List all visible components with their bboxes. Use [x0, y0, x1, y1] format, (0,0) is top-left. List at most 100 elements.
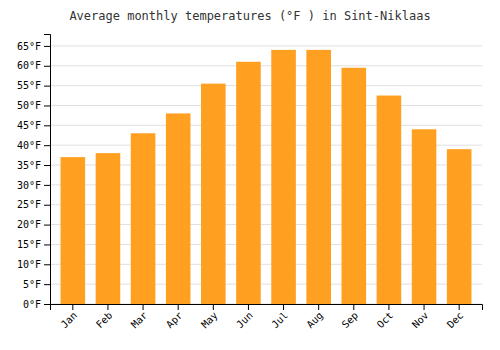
y-tick: 45°F — [17, 120, 50, 131]
x-tick-label: Dec — [445, 310, 466, 331]
x-tick-label: Jul — [269, 310, 290, 331]
x-tick: Nov — [410, 304, 431, 330]
x-tick-label: Feb — [94, 310, 115, 331]
y-tick-mark — [44, 264, 50, 265]
y-tick: 25°F — [17, 199, 50, 210]
x-tick-mark — [459, 304, 460, 310]
y-tick-mark — [44, 66, 50, 67]
y-tick: 50°F — [17, 100, 50, 111]
grid-line — [50, 105, 482, 106]
bar — [201, 84, 226, 304]
y-axis-line — [44, 35, 51, 305]
y-tick-label: 35°F — [17, 160, 41, 171]
bar — [377, 96, 402, 304]
x-tick-label: Sep — [340, 310, 361, 331]
y-tick-mark — [44, 304, 50, 305]
bar — [271, 50, 296, 304]
y-tick-mark — [44, 244, 50, 245]
x-tick-label: Mar — [129, 310, 150, 331]
y-tick: 0°F — [23, 299, 50, 310]
y-tick-label: 65°F — [17, 41, 41, 52]
y-axis: 0°F 5°F 10°F 15°F 20°F 25°F 30°F 35°F 40°F 45°F 50… — [17, 35, 51, 310]
y-tick-label: 20°F — [17, 219, 41, 230]
x-tick-label: Aug — [304, 310, 325, 331]
x-tick: Jul — [269, 304, 290, 330]
x-tick: Mar — [129, 304, 150, 330]
y-tick: 5°F — [23, 279, 50, 290]
y-tick-mark — [44, 205, 50, 206]
grid-line — [50, 45, 482, 46]
x-tick: Sep — [340, 304, 361, 330]
bar — [61, 157, 86, 304]
y-tick-mark — [44, 145, 50, 146]
y-tick-label: 40°F — [17, 140, 41, 151]
x-tick-mark — [353, 304, 354, 310]
grid — [50, 46, 482, 304]
y-tick-label: 25°F — [17, 199, 41, 210]
grid-line — [50, 65, 482, 66]
bar — [131, 133, 156, 304]
y-tick: 40°F — [17, 140, 50, 151]
bar — [166, 113, 191, 304]
y-tick-mark — [44, 284, 50, 285]
y-tick-label: 55°F — [17, 80, 41, 91]
y-tick-mark — [44, 225, 50, 226]
y-tick: 30°F — [17, 180, 50, 191]
grid-line — [50, 85, 482, 86]
plot-area: 0°F 5°F 10°F 15°F 20°F 25°F 30°F 35°F 40°F 45°F 50… — [17, 35, 483, 331]
x-tick: Feb — [94, 304, 115, 330]
y-tick-label: 5°F — [23, 279, 41, 290]
bars — [61, 50, 472, 304]
title: Average monthly temperatures (°F ) in Si… — [69, 9, 430, 23]
y-tick-label: 30°F — [17, 180, 41, 191]
y-tick-mark — [44, 86, 50, 87]
y-tick: 20°F — [17, 219, 50, 230]
x-tick-mark — [248, 304, 249, 310]
x-tick-label: Jun — [234, 310, 255, 331]
y-tick-mark — [44, 46, 50, 47]
x-tick-label: May — [199, 310, 220, 331]
y-tick: 55°F — [17, 80, 50, 91]
y-tick: 35°F — [17, 160, 50, 171]
y-tick: 65°F — [17, 41, 50, 52]
bar — [306, 50, 331, 304]
x-tick: Jan — [59, 304, 80, 330]
x-tick-mark — [72, 304, 73, 310]
y-tick-label: 60°F — [17, 60, 41, 71]
y-tick-mark — [44, 105, 50, 106]
x-tick: Apr — [164, 304, 185, 330]
x-tick-mark — [107, 304, 108, 310]
x-tick-mark — [318, 304, 319, 310]
x-tick: Jun — [234, 304, 255, 330]
y-tick-mark — [44, 165, 50, 166]
x-tick: Aug — [304, 304, 325, 330]
x-axis-line — [51, 305, 483, 311]
x-tick-mark — [388, 304, 389, 310]
chart: 0°F 5°F 10°F 15°F 20°F 25°F 30°F 35°F 40°F 45°F 50… — [0, 0, 500, 350]
bar — [342, 68, 367, 304]
grid-line — [50, 125, 482, 126]
x-tick-mark — [424, 304, 425, 310]
x-tick-mark — [283, 304, 284, 310]
x-tick-label: Oct — [375, 310, 396, 331]
y-tick-label: 10°F — [17, 259, 41, 270]
y-tick-label: 45°F — [17, 120, 41, 131]
bar — [447, 149, 472, 304]
x-tick: Dec — [445, 304, 466, 330]
y-tick: 10°F — [17, 259, 50, 270]
y-tick-label: 50°F — [17, 100, 41, 111]
x-tick: Oct — [375, 304, 396, 330]
x-tick-mark — [143, 304, 144, 310]
x-tick-label: Nov — [410, 310, 431, 331]
x-tick-mark — [213, 304, 214, 310]
bar — [412, 129, 437, 304]
x-tick: May — [199, 304, 220, 330]
y-tick-label: 15°F — [17, 239, 41, 250]
y-tick-mark — [44, 185, 50, 186]
x-axis: Jan Feb Mar Apr May Jun Jul Aug Sep Oct Nov Dec — [51, 304, 483, 330]
y-tick-mark — [44, 125, 50, 126]
x-tick-mark — [178, 304, 179, 310]
x-tick-label: Jan — [59, 310, 80, 331]
bar — [96, 153, 121, 304]
y-tick: 15°F — [17, 239, 50, 250]
